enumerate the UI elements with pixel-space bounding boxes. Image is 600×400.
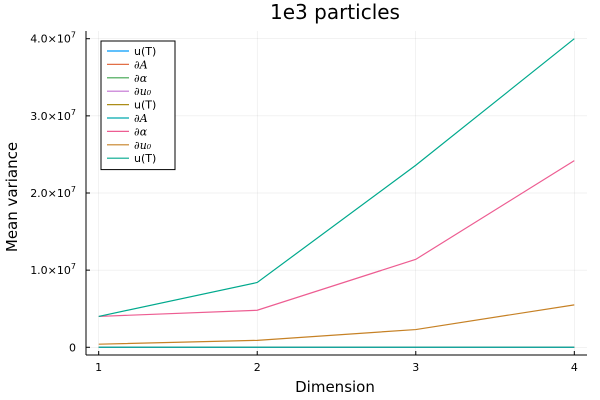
legend: u(T)∂A∂α∂u₀u(T)∂A∂α∂u₀u(T) bbox=[100, 40, 176, 171]
x-tick-label-2: 3 bbox=[412, 361, 419, 374]
x-tick-label-0: 1 bbox=[95, 361, 102, 374]
legend-label-1: ∂A bbox=[134, 58, 148, 71]
chart-title: 1e3 particles bbox=[270, 0, 400, 24]
x-tick-label-1: 2 bbox=[254, 361, 261, 374]
x-axis-ticks: 1 2 3 4 bbox=[95, 351, 578, 374]
legend-label-0: u(T) bbox=[134, 45, 156, 58]
legend-label-7: ∂u₀ bbox=[134, 139, 152, 152]
series-line-6 bbox=[98, 160, 575, 318]
y-tick-label-3: 3.0×107 bbox=[30, 108, 76, 123]
legend-label-6: ∂α bbox=[134, 125, 148, 138]
legend-label-8: u(T) bbox=[134, 152, 156, 165]
y-tick-label-4: 4.0×107 bbox=[30, 31, 76, 46]
series-lines bbox=[98, 38, 575, 348]
series-line-7 bbox=[98, 304, 575, 345]
y-tick-label-2: 2.0×107 bbox=[30, 185, 76, 200]
series-line-8 bbox=[98, 38, 575, 318]
legend-label-2: ∂α bbox=[134, 72, 148, 85]
legend-label-5: ∂A bbox=[134, 112, 148, 125]
legend-label-3: ∂u₀ bbox=[134, 85, 152, 98]
y-axis-label: Mean variance bbox=[3, 142, 21, 252]
legend-box bbox=[100, 40, 176, 171]
x-axis-label: Dimension bbox=[295, 378, 375, 396]
y-tick-label-0: 0 bbox=[69, 341, 76, 354]
x-tick-label-3: 4 bbox=[571, 361, 578, 374]
y-tick-label-1: 1.0×107 bbox=[30, 262, 76, 277]
y-axis-ticks: 0 1.0×107 2.0×107 3.0×107 4.0×107 bbox=[30, 31, 90, 354]
legend-label-4: u(T) bbox=[134, 99, 156, 112]
